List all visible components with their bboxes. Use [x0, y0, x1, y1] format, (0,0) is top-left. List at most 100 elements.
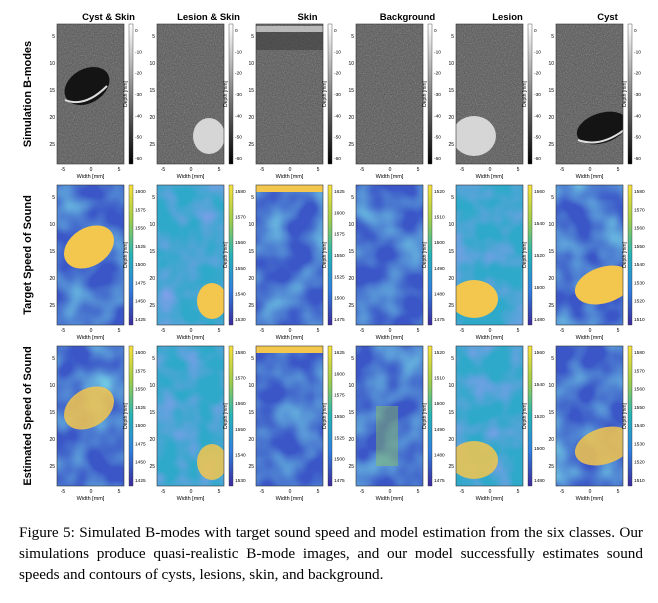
x-tick-label: 0 [489, 489, 492, 495]
panel-image [556, 346, 623, 486]
y-tick-label: 15 [448, 88, 454, 94]
column-title: Background [380, 12, 436, 23]
panel-frame [355, 184, 424, 326]
y-tick-label: 5 [152, 34, 155, 40]
panel-image [456, 346, 523, 486]
colorbar-tick-label: -50 [434, 135, 441, 141]
x-tick-label: -5 [161, 167, 166, 173]
panel-image [157, 346, 224, 486]
panel-image [57, 185, 124, 325]
subplot: 5 10 15 20 25 -5 0 5 Width [mm] Depth [mm] 1625 160… [248, 345, 345, 502]
y-tick-label: 5 [152, 195, 155, 201]
y-tick-label: 15 [149, 88, 155, 94]
y-tick-label: 20 [49, 115, 55, 121]
colorbar-tick-label: 1570 [634, 207, 645, 213]
panel-frame [56, 184, 125, 326]
y-axis-label: Depth [mm] [422, 402, 428, 428]
colorbar-tick-label: 1425 [135, 317, 146, 323]
y-tick-label: 20 [149, 437, 155, 443]
colorbar-tick-label: 1575 [334, 393, 345, 399]
y-tick-label: 10 [548, 61, 554, 67]
y-axis-label: Depth [mm] [322, 80, 328, 106]
colorbar-tick-label: -30 [334, 92, 341, 98]
x-tick-label: 5 [317, 167, 320, 173]
colorbar-tick-label: 1550 [634, 405, 645, 411]
y-tick-label: 10 [149, 61, 155, 67]
x-tick-label: 0 [90, 489, 93, 495]
y-tick-label: 20 [348, 437, 354, 443]
x-axis-label: Width [mm] [77, 174, 105, 180]
colorbar-tick-label: 1580 [235, 189, 246, 195]
colorbar-tick-label: 1570 [634, 368, 645, 374]
panel-frame [455, 184, 524, 326]
panel-frame [555, 345, 624, 487]
caption-label: Figure 5: [19, 524, 75, 541]
y-tick-label: 5 [551, 356, 554, 362]
y-tick-label: 15 [49, 249, 55, 255]
x-tick-label: 0 [389, 167, 392, 173]
y-tick-label: 25 [248, 142, 254, 148]
colorbar-tick-label: -10 [235, 49, 242, 55]
colorbar-tick-label: -60 [534, 156, 541, 162]
y-tick-label: 20 [49, 276, 55, 282]
y-tick-label: 20 [348, 276, 354, 282]
x-tick-label: 0 [190, 328, 193, 334]
y-tick-label: 25 [548, 303, 554, 309]
x-axis-label: Width [mm] [376, 496, 404, 502]
colorbar-tick-label: 1500 [534, 446, 545, 452]
panel-frame [156, 23, 225, 165]
colorbar [427, 23, 433, 165]
colorbar-tick-label: 1500 [434, 401, 445, 407]
y-tick-label: 15 [548, 410, 554, 416]
panel-image [456, 24, 523, 164]
y-tick-label: 15 [448, 249, 454, 255]
x-tick-label: -5 [360, 167, 365, 173]
x-tick-label: -5 [61, 167, 66, 173]
colorbar-tick-label: -60 [235, 156, 242, 162]
colorbar [427, 184, 433, 326]
x-axis-label: Width [mm] [177, 496, 205, 502]
colorbar-tick-label: 1475 [334, 478, 345, 484]
panel-frame [555, 23, 624, 165]
colorbar [327, 345, 333, 487]
x-tick-label: 5 [417, 167, 420, 173]
colorbar-tick-label: 1475 [434, 317, 445, 323]
y-axis-label: Depth [mm] [223, 80, 229, 106]
colorbar-tick-label: -10 [434, 49, 441, 55]
colorbar-tick-label: 1600 [334, 210, 345, 216]
panel-frame [56, 345, 125, 487]
y-tick-label: 20 [248, 115, 254, 121]
colorbar-tick-label: 1510 [634, 478, 645, 484]
caption-text: Simulated B-modes with target sound spee… [19, 524, 643, 583]
colorbar-tick-label: 1530 [634, 280, 645, 286]
panel-image [256, 24, 323, 164]
colorbar-tick-label: 1570 [235, 376, 246, 382]
colorbar-tick-label: -10 [334, 49, 341, 55]
x-tick-label: 5 [317, 328, 320, 334]
colorbar-tick-label: 1540 [534, 382, 545, 388]
y-tick-label: 20 [448, 276, 454, 282]
row-title: Target Speed of Sound [22, 195, 34, 315]
y-tick-label: 20 [248, 276, 254, 282]
colorbar-tick-label: -50 [634, 135, 641, 141]
subplot: 5 10 15 20 25 -5 0 5 Width [mm] Depth [mm] 1625 160… [248, 184, 345, 341]
panel-frame [255, 184, 324, 326]
y-tick-label: 20 [348, 115, 354, 121]
panel-frame [156, 184, 225, 326]
colorbar-tick-label: 1525 [334, 435, 345, 441]
colorbar [128, 23, 134, 165]
colorbar-tick-label: 1490 [434, 427, 445, 433]
y-tick-label: 10 [548, 383, 554, 389]
panel-frame [255, 23, 324, 165]
x-tick-label: -5 [161, 489, 166, 495]
panel-frame [555, 184, 624, 326]
y-tick-label: 15 [448, 410, 454, 416]
colorbar-tick-label: 1480 [434, 452, 445, 458]
panel-image [456, 185, 523, 325]
colorbar-tick-label: -30 [634, 92, 641, 98]
panel-image [157, 185, 224, 325]
